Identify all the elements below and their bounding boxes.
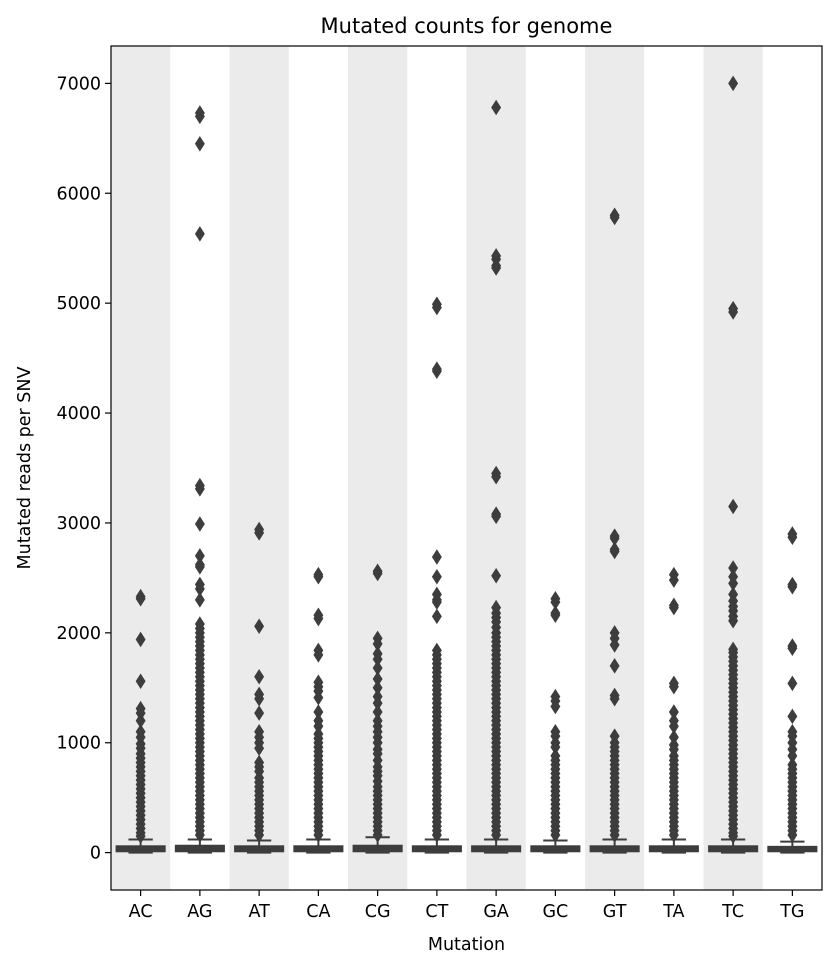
- outlier-point: [431, 608, 442, 625]
- outlier-point: [550, 827, 561, 843]
- outlier-point: [194, 226, 205, 242]
- outlier-point: [609, 658, 620, 674]
- outlier-point: [491, 827, 502, 843]
- outlier-point: [194, 108, 205, 125]
- outlier-point: [194, 559, 205, 575]
- x-tick-label: AC: [129, 902, 153, 922]
- outlier-point: [431, 569, 442, 585]
- x-tick-label: TA: [662, 902, 684, 922]
- outlier-point: [609, 827, 620, 843]
- outlier-point: [668, 678, 679, 695]
- outlier-point: [135, 591, 146, 607]
- y-axis-label: Mutated reads per SNV: [15, 366, 35, 569]
- box-plot-marks: [115, 75, 818, 854]
- x-tick-label: TC: [721, 902, 744, 922]
- outlier-point: [194, 136, 205, 152]
- x-axis: AC AG AT CA CG CT GA GC GT TA TC TG: [129, 890, 805, 922]
- outlier-point: [787, 640, 798, 656]
- x-tick-label: GC: [542, 902, 568, 922]
- outlier-point: [609, 543, 620, 560]
- outlier-point: [431, 299, 442, 316]
- outlier-point: [254, 705, 265, 721]
- x-tick-label: GA: [483, 902, 509, 922]
- outlier-point: [254, 618, 265, 635]
- outlier-point: [609, 637, 620, 653]
- chart-title: Mutated counts for genome: [321, 14, 613, 38]
- y-tick-label: 5000: [56, 294, 101, 314]
- outlier-point: [728, 304, 739, 320]
- outlier-point: [254, 525, 265, 541]
- outlier-point: [609, 209, 620, 226]
- outlier-point: [254, 827, 265, 843]
- outlier-point: [194, 481, 205, 497]
- outlier-point: [728, 75, 739, 92]
- outlier-point: [787, 827, 798, 843]
- box-group-ga: [471, 99, 522, 854]
- x-tick-label: CA: [306, 902, 330, 922]
- box-group-ag: [174, 105, 225, 854]
- box-group-gt: [589, 207, 640, 854]
- y-tick-label: 0: [90, 844, 101, 864]
- y-tick-label: 2000: [56, 624, 101, 644]
- outlier-point: [194, 516, 205, 532]
- outlier-point: [491, 99, 502, 116]
- outlier-point: [431, 363, 442, 380]
- box-group-ta: [648, 566, 699, 854]
- box-group-ac: [115, 588, 166, 854]
- outlier-point: [491, 567, 502, 584]
- outlier-point: [787, 675, 798, 692]
- outlier-point: [313, 610, 324, 627]
- outlier-point: [194, 827, 205, 843]
- outlier-point: [372, 827, 383, 843]
- outlier-point: [728, 828, 739, 844]
- outlier-point: [431, 827, 442, 843]
- outlier-point: [313, 647, 324, 663]
- outlier-point: [491, 508, 502, 525]
- box-group-gc: [530, 591, 581, 854]
- x-axis-label: Mutation: [428, 935, 505, 955]
- box-group-cg: [352, 563, 403, 854]
- x-tick-label: TG: [779, 902, 804, 922]
- outlier-point: [668, 827, 679, 843]
- y-axis: 0 1000 2000 3000 4000 5000 6000 7000: [56, 74, 111, 864]
- box-group-ct: [411, 296, 462, 854]
- x-tick-label: CG: [365, 902, 391, 922]
- outlier-point: [668, 572, 679, 588]
- outlier-point: [728, 498, 739, 515]
- outlier-point: [491, 469, 502, 485]
- outlier-point: [313, 827, 324, 843]
- outlier-point: [550, 698, 561, 715]
- outlier-point: [787, 708, 798, 725]
- x-tick-label: CT: [425, 902, 448, 922]
- outlier-point: [609, 691, 620, 707]
- outlier-point: [372, 565, 383, 582]
- outlier-point: [431, 549, 442, 565]
- y-tick-label: 7000: [56, 74, 101, 94]
- x-tick-label: AG: [187, 902, 212, 922]
- outlier-point: [254, 669, 265, 685]
- outlier-point: [135, 673, 146, 689]
- outlier-point: [491, 260, 502, 276]
- box-group-at: [234, 521, 285, 854]
- y-tick-label: 3000: [56, 514, 101, 534]
- box-group-ca: [293, 566, 344, 854]
- y-tick-label: 1000: [56, 734, 101, 754]
- outlier-point: [728, 612, 739, 629]
- y-tick-label: 6000: [56, 184, 101, 204]
- plot-area-frame: [110, 45, 823, 891]
- outlier-point: [135, 828, 146, 844]
- outlier-point: [194, 592, 205, 608]
- box-group-tc: [708, 75, 759, 854]
- outlier-point: [550, 607, 561, 624]
- y-tick-label: 4000: [56, 404, 101, 424]
- x-tick-label: AT: [248, 902, 270, 922]
- x-tick-label: GT: [603, 902, 627, 922]
- outlier-point: [787, 529, 798, 545]
- box-group-tg: [767, 526, 818, 854]
- outlier-point: [313, 569, 324, 585]
- outlier-point: [135, 631, 146, 648]
- outlier-point: [668, 599, 679, 616]
- outlier-point: [787, 578, 798, 595]
